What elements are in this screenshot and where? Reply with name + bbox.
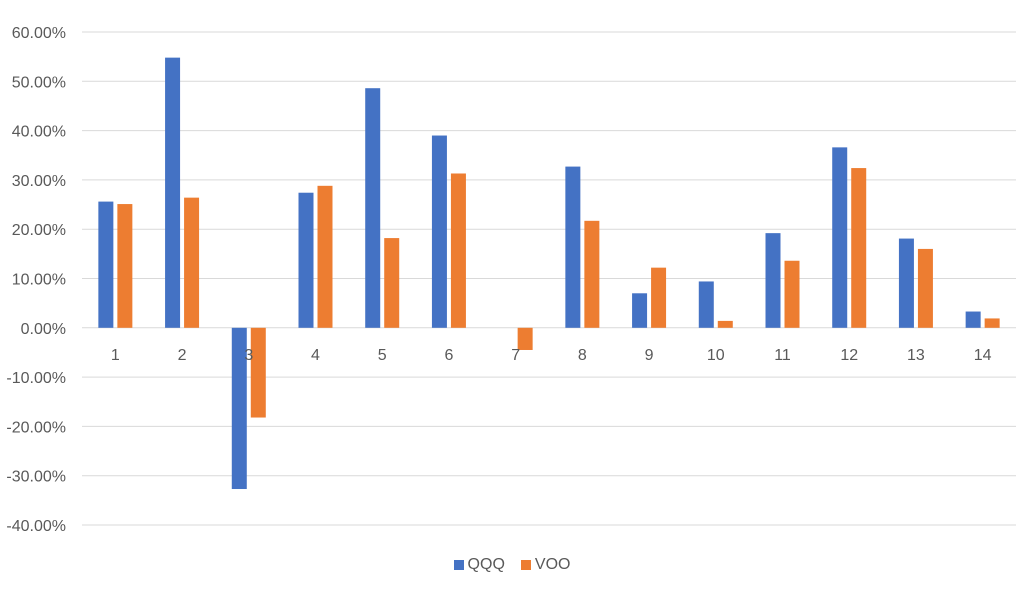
- y-tick-label: 0.00%: [21, 321, 66, 338]
- y-tick-label: -20.00%: [6, 419, 66, 436]
- legend-swatch-voo: [520, 560, 531, 570]
- y-tick-label: 30.00%: [12, 173, 66, 190]
- y-tick-label: 50.00%: [12, 74, 66, 91]
- x-tick-label: 3: [244, 347, 253, 364]
- x-tick-label: 4: [311, 347, 320, 364]
- bar-qqq-6: [431, 135, 447, 328]
- bar-qqq-3: [231, 327, 247, 490]
- bar-qqq-9: [632, 293, 648, 328]
- bar-qqq-2: [165, 57, 181, 328]
- y-tick-label: -30.00%: [6, 469, 66, 486]
- y-tick-label: -40.00%: [6, 518, 66, 535]
- y-tick-label: -10.00%: [6, 370, 66, 387]
- bar-qqq-13: [898, 238, 914, 328]
- legend-label-qqq: QQQ: [467, 556, 505, 573]
- x-tick-label: 6: [444, 347, 453, 364]
- bar-voo-13: [917, 248, 933, 328]
- chart-legend: QQQ VOO: [0, 556, 1024, 574]
- x-tick-label: 13: [907, 347, 925, 364]
- legend-swatch-qqq: [453, 560, 464, 570]
- x-tick-label: 1: [111, 347, 120, 364]
- x-tick-label: 7: [511, 347, 520, 364]
- x-tick-label: 2: [178, 347, 187, 364]
- bar-voo-11: [784, 260, 800, 328]
- legend-item-voo: VOO: [520, 556, 571, 574]
- bar-qqq-10: [698, 281, 714, 328]
- x-tick-label: 5: [378, 347, 387, 364]
- x-tick-label: 9: [645, 347, 654, 364]
- bar-voo-9: [651, 267, 667, 328]
- bar-qqq-4: [298, 192, 314, 328]
- x-tick-label: 14: [974, 347, 992, 364]
- bar-voo-12: [851, 168, 867, 328]
- bar-qqq-8: [565, 166, 581, 328]
- bar-qqq-14: [965, 311, 981, 328]
- bar-qqq-11: [765, 233, 781, 328]
- y-tick-label: 60.00%: [12, 25, 66, 42]
- bar-qqq-5: [365, 88, 381, 328]
- bar-qqq-12: [832, 147, 848, 328]
- bar-voo-3: [250, 327, 266, 418]
- bar-voo-8: [584, 220, 600, 328]
- bar-voo-10: [717, 320, 733, 328]
- y-tick-label: 10.00%: [12, 272, 66, 289]
- legend-label-voo: VOO: [534, 556, 571, 573]
- y-tick-label: 20.00%: [12, 222, 66, 239]
- bar-voo-6: [450, 173, 466, 328]
- bar-voo-7: [517, 327, 533, 350]
- x-tick-label: 10: [707, 347, 725, 364]
- legend-item-qqq: QQQ: [453, 556, 505, 574]
- bar-voo-2: [184, 197, 200, 328]
- bar-voo-5: [384, 238, 400, 328]
- bar-voo-4: [317, 185, 333, 328]
- y-tick-label: 40.00%: [12, 124, 66, 141]
- bar-voo-1: [117, 204, 133, 328]
- bar-qqq-1: [98, 201, 114, 328]
- bar-voo-14: [984, 318, 1000, 328]
- x-tick-label: 11: [774, 347, 791, 364]
- x-tick-label: 8: [578, 347, 587, 364]
- x-tick-label: 12: [840, 347, 858, 364]
